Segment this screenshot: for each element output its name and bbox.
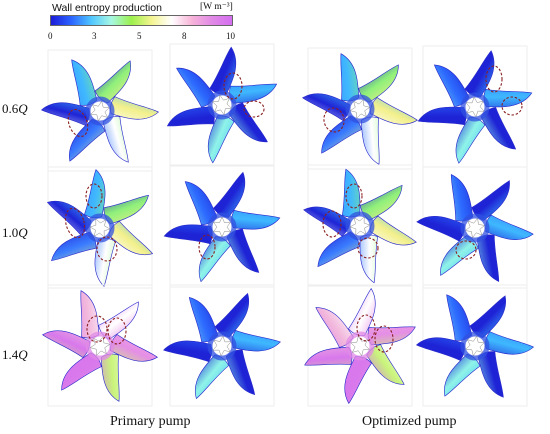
impeller-hub-ring [85, 331, 115, 361]
impeller-panel [40, 49, 160, 172]
impeller-panel [163, 165, 281, 288]
row-label-1.0Q: 1.0Q [2, 225, 28, 241]
highlight-ellipse [64, 207, 86, 239]
impeller-panel [302, 47, 418, 170]
highlight-ellipse [455, 240, 477, 260]
impeller-hub-ring [345, 94, 375, 124]
highlight-ellipse [85, 183, 103, 209]
highlight-ellipse [86, 315, 108, 343]
impeller-blade [198, 236, 231, 283]
panel-frame [47, 284, 153, 407]
highlight-ellipse [96, 236, 118, 262]
colorbar-gradient [50, 15, 233, 26]
highlight-ellipse [67, 108, 89, 138]
highlight-ellipse [107, 317, 127, 345]
impeller-hub [90, 100, 110, 122]
impeller-panel [166, 43, 278, 166]
row-label-prefix: 0.6 [2, 101, 19, 116]
highlight-ellipse [322, 210, 342, 238]
panel-frame [422, 166, 528, 289]
impeller-hub [212, 335, 232, 357]
impeller-hub-ring [460, 213, 490, 243]
highlight-ellipse [323, 107, 345, 133]
colorbar-title: Wall entropy production [52, 2, 162, 14]
highlight-ellipse [357, 237, 379, 259]
colorbar-tick-2: 5 [137, 31, 142, 41]
highlight-ellipse [345, 183, 363, 209]
impeller-hub-ring [460, 92, 490, 122]
impeller-panel [163, 284, 281, 407]
impeller-hub [349, 99, 371, 119]
impeller-blade [225, 349, 256, 395]
impeller-blade [103, 194, 149, 225]
impeller-hub-ring [345, 211, 375, 241]
group-label-primary: Primary pump [110, 414, 191, 429]
highlight-ellipse [374, 325, 394, 353]
highlight-ellipse [356, 314, 376, 342]
impeller-panel [416, 166, 534, 289]
impeller-panel [303, 164, 417, 287]
colorbar-unit: [W m⁻³] [200, 2, 233, 12]
row-label-0.6Q: 0.6Q [2, 101, 28, 117]
impeller-blade [108, 220, 154, 256]
highlight-ellipse [223, 72, 243, 100]
highlight-ellipse [485, 65, 503, 93]
row-label-prefix: 1.4 [2, 347, 19, 362]
colorbar-tick-0: 0 [48, 31, 53, 41]
highlight-ellipse [501, 96, 523, 116]
row-label-suffix: Q [18, 225, 28, 240]
impeller-hub-ring [345, 331, 375, 361]
colorbar-tick-3: 8 [182, 31, 187, 41]
impeller-blade [214, 292, 250, 338]
impeller-hub [464, 217, 486, 239]
impeller-blade [194, 354, 230, 400]
impeller-hub-ring [207, 90, 237, 120]
colorbar-tick-1: 3 [92, 31, 97, 41]
highlight-ellipse [198, 234, 216, 260]
impeller-hub [349, 216, 371, 236]
group-label-optimized: Optimized pump [362, 414, 457, 429]
row-label-suffix: Q [18, 101, 28, 116]
panel-frame [307, 164, 413, 287]
impeller-panel [42, 284, 158, 407]
impeller-panel [304, 284, 416, 407]
impeller-panel [46, 166, 154, 289]
row-label-prefix: 1.0 [2, 225, 19, 240]
impeller-hub-ring [460, 331, 490, 361]
panel-frame [169, 165, 275, 288]
impeller-hub [212, 216, 232, 238]
impeller-hub [89, 336, 111, 356]
impeller-hub [465, 335, 485, 357]
panel-frame [307, 284, 413, 407]
impeller-hub-ring [207, 212, 237, 242]
impeller-hub-ring [85, 96, 115, 126]
panel-frame [169, 43, 275, 166]
impeller-blade [188, 297, 219, 343]
impeller-panel [417, 45, 533, 168]
impeller-blade [51, 231, 97, 262]
impeller-hub [465, 96, 485, 118]
panel-frame [307, 47, 413, 170]
panel-frame [47, 166, 153, 289]
impeller-hub [89, 218, 111, 238]
colorbar-tick-4: 10 [226, 31, 235, 41]
impeller-panel [415, 284, 535, 407]
impeller-hub-ring [207, 331, 237, 361]
row-label-1.4Q: 1.4Q [2, 347, 28, 363]
row-label-suffix: Q [18, 347, 28, 362]
impeller-blade [213, 171, 246, 218]
impeller-hub [211, 94, 233, 116]
highlight-ellipse [243, 100, 265, 118]
